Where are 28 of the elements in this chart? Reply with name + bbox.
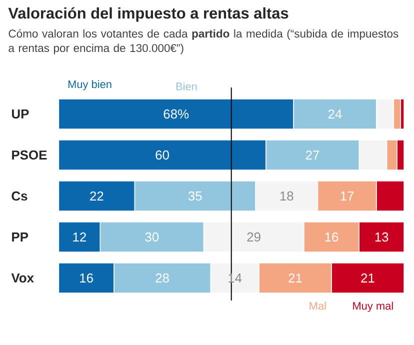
y-tick-label: UP (12, 110, 29, 119)
data-label: 27 (306, 150, 320, 160)
chart-title: Valoración del impuesto a rentas altas (8, 7, 288, 22)
data-label: 22 (90, 191, 104, 201)
y-tick-label: PSOE (12, 150, 47, 160)
data-label: 21 (361, 273, 374, 283)
series-label: Muy mal (353, 302, 393, 312)
data-label: 18 (280, 191, 294, 201)
data-label: 16 (325, 232, 338, 242)
data-label: 35 (188, 191, 202, 201)
data-label: 21 (288, 273, 302, 283)
data-label: 28 (156, 273, 169, 283)
data-label: 12 (73, 232, 86, 242)
data-label: 68% (164, 109, 189, 119)
data-label: 60 (156, 150, 169, 160)
y-tick-label: PP (12, 232, 28, 242)
data-label: 16 (80, 273, 93, 283)
y-tick-label: Vox (11, 273, 34, 283)
series-label: Muy bien (68, 80, 112, 90)
data-label: 17 (340, 192, 354, 200)
data-label: 13 (375, 232, 388, 242)
text: Bien (176, 82, 197, 90)
series-label: Mal (310, 302, 326, 310)
data-label: 30 (145, 232, 159, 242)
data-label: 24 (328, 109, 342, 119)
y-tick-label: Cs (12, 191, 28, 201)
text: Cómo valoran los votantes de cada partido la medida (“subida de impuestos a rentas por encima de 130.000€”) (8, 29, 398, 54)
data-label: 29 (247, 232, 260, 242)
